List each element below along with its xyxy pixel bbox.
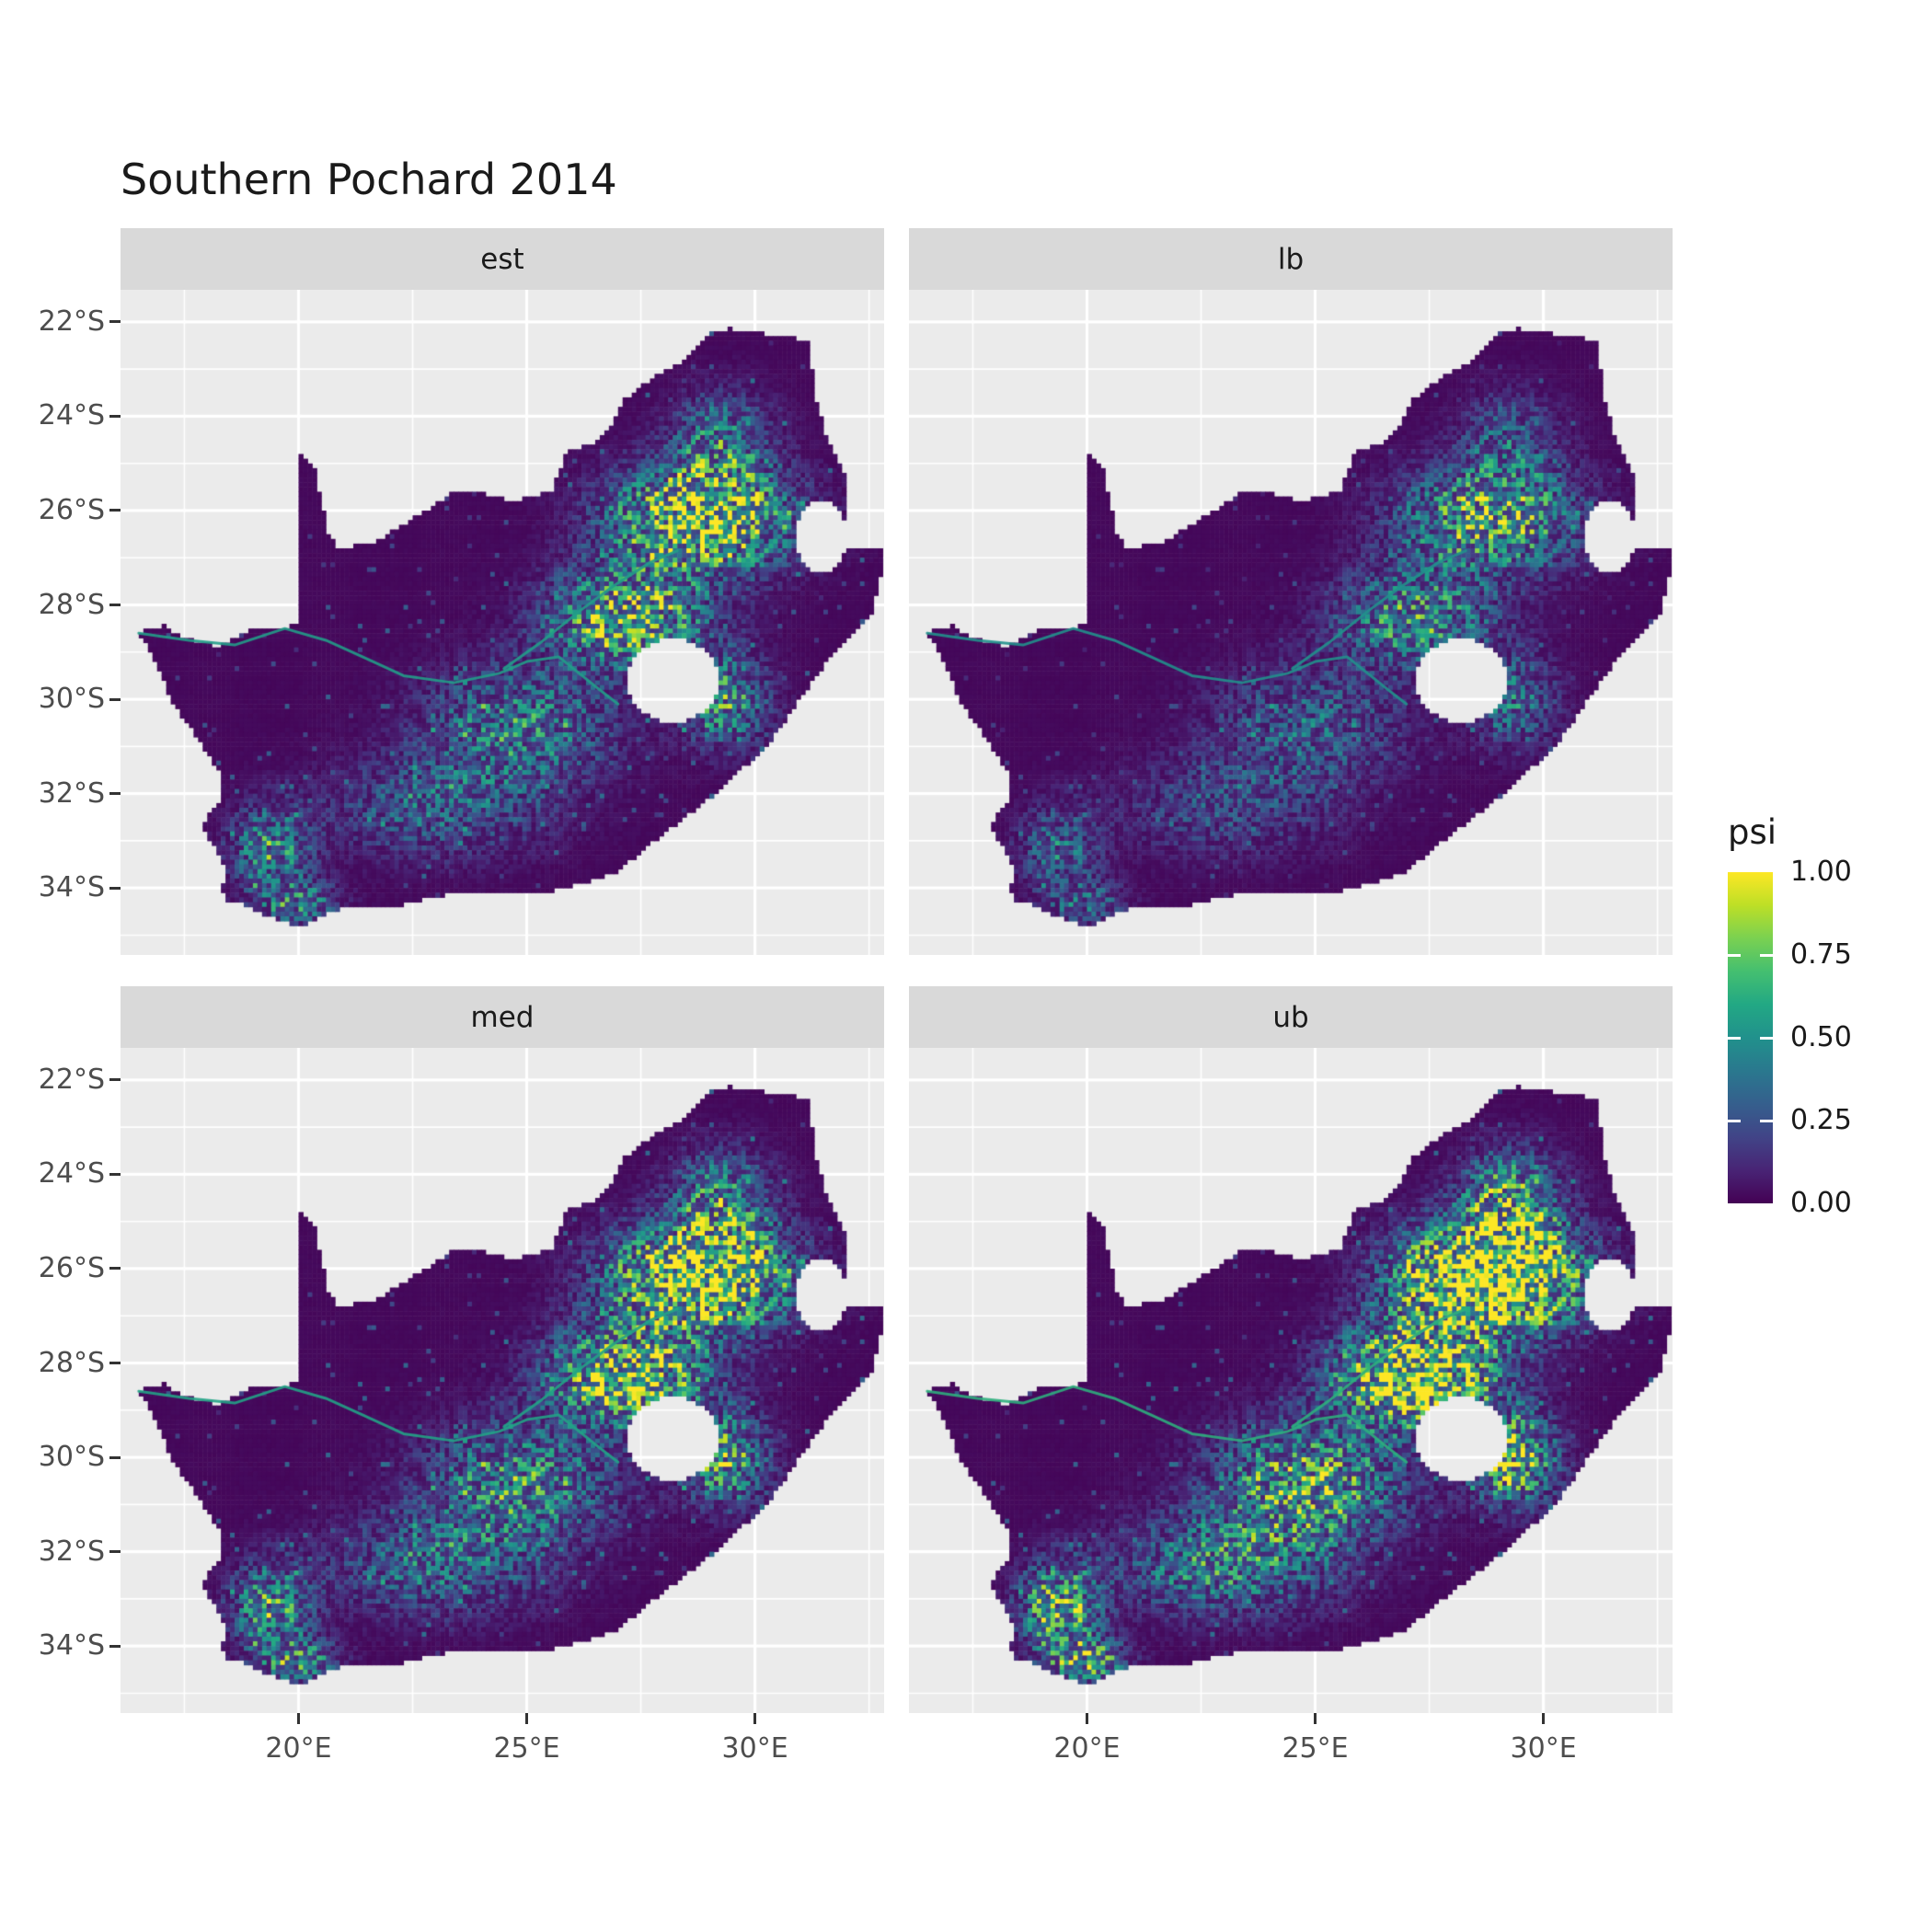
y-axis-tick-mark [109,414,121,418]
legend-title: psi [1728,812,1777,852]
x-axis-tick-label: 30°E [721,1732,788,1765]
x-axis-tick-mark [1542,1713,1546,1724]
facet-strip-ub: ub [909,986,1673,1048]
y-axis-tick-mark [109,1455,121,1459]
y-axis-tick-label: 32°S [38,776,105,810]
x-axis-tick-mark [1085,1713,1088,1724]
x-axis-tick-label: 25°E [1282,1732,1349,1765]
page-title: Southern Pochard 2014 [121,155,617,204]
y-axis-tick-label: 34°S [38,871,105,904]
y-axis-tick-label: 30°S [38,1441,105,1474]
x-axis-tick-mark [1314,1713,1317,1724]
y-axis-tick-mark [109,509,121,512]
y-axis-tick-label: 22°S [38,1063,105,1096]
facet-strip-est: est [121,228,884,290]
x-axis-tick-mark [296,1713,300,1724]
x-axis-tick-label: 20°E [1053,1732,1121,1765]
legend-tick-label: 1.00 [1790,856,1852,888]
legend-bar-tick [1728,1119,1741,1122]
x-axis-tick-label: 30°E [1510,1732,1577,1765]
legend-tick-label: 0.00 [1790,1187,1852,1219]
map-panel-med [121,1048,884,1713]
map-panel-ub [909,1048,1673,1713]
map-canvas-med [121,1048,884,1713]
y-axis-tick-label: 34°S [38,1629,105,1662]
x-axis-tick-label: 20°E [265,1732,332,1765]
y-axis-tick-mark [109,604,121,607]
facet-label-med: med [470,1000,535,1034]
legend-tick-label: 0.25 [1790,1104,1852,1136]
y-axis-tick-label: 26°S [38,493,105,526]
facet-strip-lb: lb [909,228,1673,290]
y-axis-tick-label: 24°S [38,1157,105,1190]
facet-label-ub: ub [1272,1000,1309,1034]
map-panel-lb [909,290,1673,955]
map-canvas-lb [909,290,1673,955]
y-axis-tick-mark [109,1078,121,1082]
y-axis-tick-mark [109,1550,121,1554]
y-axis-tick-mark [109,1267,121,1271]
y-axis-tick-label: 28°S [38,1346,105,1379]
facet-label-lb: lb [1277,242,1305,276]
y-axis-tick-label: 30°S [38,683,105,716]
facet-strip-med: med [121,986,884,1048]
map-canvas-ub [909,1048,1673,1713]
legend-bar-tick [1728,1036,1741,1040]
y-axis-tick-label: 22°S [38,305,105,338]
legend-bar-tick [1760,1119,1773,1122]
y-axis-tick-mark [109,792,121,796]
map-panel-est [121,290,884,955]
y-axis-tick-mark [109,1172,121,1176]
legend-bar-tick [1760,953,1773,957]
map-canvas-est [121,290,884,955]
y-axis-tick-mark [109,697,121,701]
y-axis-tick-mark [109,1644,121,1648]
y-axis-tick-label: 26°S [38,1251,105,1284]
facet-label-est: est [480,242,524,276]
y-axis-tick-mark [109,1362,121,1365]
y-axis-tick-mark [109,886,121,890]
x-axis-tick-mark [753,1713,757,1724]
x-axis-tick-mark [525,1713,529,1724]
legend-bar-tick [1728,953,1741,957]
y-axis-tick-label: 28°S [38,588,105,621]
y-axis-tick-label: 32°S [38,1535,105,1568]
y-axis-tick-mark [109,320,121,324]
y-axis-tick-label: 24°S [38,399,105,432]
legend-tick-label: 0.75 [1790,938,1852,971]
legend-bar-tick [1760,1036,1773,1040]
x-axis-tick-label: 25°E [493,1732,560,1765]
legend-tick-label: 0.50 [1790,1021,1852,1053]
